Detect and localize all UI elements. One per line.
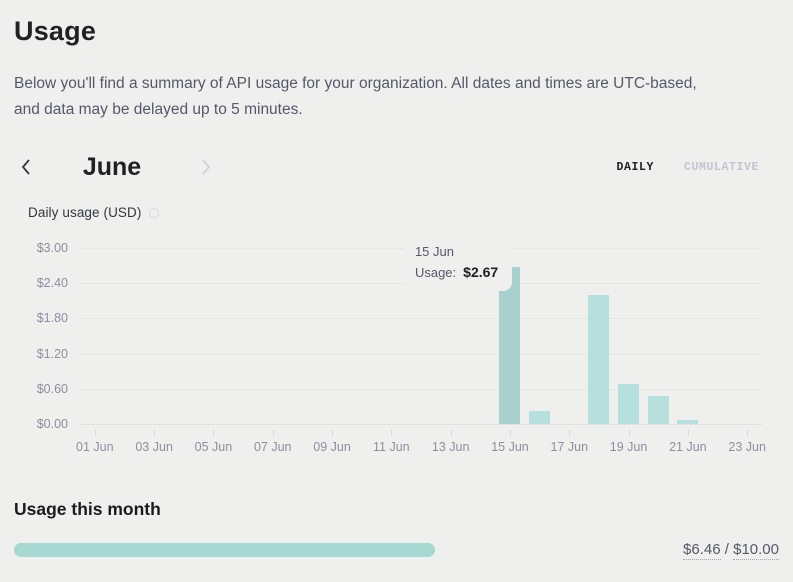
chart-tooltip: 15 Jun Usage: $2.67 bbox=[404, 237, 513, 292]
usage-page: Usage Below you'll find a summary of API… bbox=[14, 16, 779, 560]
y-axis-label: $3.00 bbox=[36, 241, 68, 255]
description-line-1: Below you'll find a summary of API usage… bbox=[14, 75, 697, 92]
usage-bar[interactable] bbox=[499, 267, 521, 424]
x-axis-label: 03 Jun bbox=[135, 440, 173, 454]
previous-month-button[interactable] bbox=[14, 155, 38, 179]
chart-gridline bbox=[80, 354, 762, 355]
legend-circle-icon[interactable] bbox=[149, 207, 160, 218]
tab-cumulative[interactable]: CUMULATIVE bbox=[683, 160, 759, 174]
y-axis-label: $0.00 bbox=[36, 417, 68, 431]
usage-bar[interactable] bbox=[588, 294, 610, 424]
daily-usage-chart: 15 Jun Usage: $2.67 $3.00 $2.40 $1.80 $1.20 $… bbox=[14, 227, 779, 467]
x-axis-label: 05 Jun bbox=[194, 440, 233, 454]
chevron-left-icon bbox=[20, 158, 32, 176]
chart-title: Daily usage (USD) bbox=[28, 205, 142, 220]
x-axis-tick bbox=[332, 430, 334, 436]
view-tabs: DAILY CUMULATIVE bbox=[616, 161, 779, 174]
chart-legend-row: Daily usage (USD) bbox=[14, 205, 779, 220]
x-axis-tick bbox=[747, 430, 749, 436]
tooltip-usage-label: Usage: bbox=[414, 265, 457, 281]
x-axis-label: 13 Jun bbox=[431, 440, 470, 454]
tab-daily[interactable]: DAILY bbox=[616, 160, 654, 174]
x-axis-label: 01 Jun bbox=[76, 440, 114, 454]
page-title: Usage bbox=[14, 16, 97, 46]
usage-progress-fill bbox=[14, 542, 435, 557]
x-axis-label: 17 Jun bbox=[550, 440, 589, 454]
chart-gridline bbox=[80, 318, 762, 319]
usage-separator: / bbox=[720, 541, 734, 558]
x-axis-label: 19 Jun bbox=[609, 440, 648, 454]
tooltip-usage-value: $2.67 bbox=[463, 264, 499, 281]
chart-gridline bbox=[80, 389, 762, 390]
x-axis-tick bbox=[509, 430, 511, 436]
x-axis-tick bbox=[154, 430, 156, 436]
tooltip-usage-row: Usage: $2.67 bbox=[415, 262, 498, 283]
y-axis-label: $0.60 bbox=[36, 381, 68, 396]
y-axis-label: $2.40 bbox=[36, 276, 68, 291]
x-axis-label: 07 Jun bbox=[253, 440, 292, 454]
x-axis-tick bbox=[272, 430, 274, 436]
usage-bar[interactable] bbox=[647, 395, 669, 424]
usage-amounts: $6.46 / $10.00 bbox=[683, 541, 779, 560]
chevron-right-icon bbox=[200, 158, 212, 176]
x-axis-tick bbox=[569, 430, 571, 436]
x-axis-tick bbox=[628, 430, 630, 436]
x-axis-label: 23 Jun bbox=[728, 440, 766, 454]
x-axis-tick bbox=[450, 430, 452, 436]
usage-bar[interactable] bbox=[677, 420, 699, 424]
x-axis-label: 15 Jun bbox=[491, 440, 529, 454]
x-axis-label: 21 Jun bbox=[669, 440, 707, 454]
tooltip-date: 15 Jun bbox=[414, 244, 454, 260]
usage-bar[interactable] bbox=[529, 411, 551, 424]
usage-limit-amount[interactable]: $10.00 bbox=[733, 541, 779, 560]
x-axis-label: 11 Jun bbox=[373, 440, 410, 454]
y-axis-label: $1.80 bbox=[36, 311, 68, 326]
usage-bar[interactable] bbox=[618, 384, 640, 424]
x-axis-tick bbox=[94, 430, 96, 436]
usage-progress-row: $6.46 / $10.00 bbox=[14, 541, 779, 560]
x-axis-tick bbox=[391, 430, 393, 436]
current-month-label: June bbox=[82, 152, 142, 181]
next-month-button[interactable] bbox=[194, 155, 218, 179]
x-axis-tick bbox=[213, 430, 215, 436]
usage-progress-track bbox=[14, 542, 665, 557]
chart-gridline bbox=[80, 424, 762, 425]
usage-this-month-heading: Usage this month bbox=[14, 499, 161, 519]
description-line-2: and data may be delayed up to 5 minutes. bbox=[14, 101, 303, 118]
x-axis-label: 09 Jun bbox=[313, 440, 351, 454]
month-nav: June DAILY CUMULATIVE bbox=[14, 152, 779, 182]
x-axis-tick bbox=[687, 430, 689, 436]
y-axis-label: $1.20 bbox=[36, 346, 68, 361]
usage-used-amount[interactable]: $6.46 bbox=[683, 541, 721, 560]
page-description: Below you'll find a summary of API usage… bbox=[14, 71, 779, 123]
